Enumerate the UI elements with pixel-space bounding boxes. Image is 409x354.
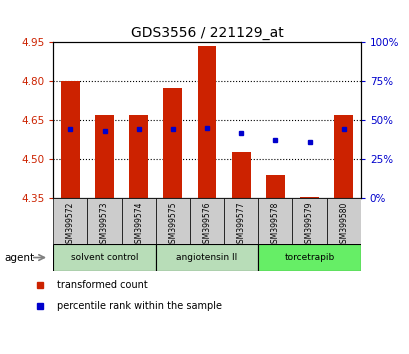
Bar xyxy=(299,197,318,198)
Text: GSM399572: GSM399572 xyxy=(66,202,75,248)
Text: GSM399573: GSM399573 xyxy=(100,202,109,249)
Bar xyxy=(231,152,250,198)
Bar xyxy=(155,244,258,271)
Text: GSM399578: GSM399578 xyxy=(270,202,279,248)
Bar xyxy=(53,198,87,244)
Text: angiotensin II: angiotensin II xyxy=(176,253,237,262)
Bar xyxy=(326,198,360,244)
Text: agent: agent xyxy=(4,252,34,263)
Bar xyxy=(197,46,216,198)
Text: GSM399579: GSM399579 xyxy=(304,202,313,249)
Text: transformed count: transformed count xyxy=(57,280,148,290)
Bar xyxy=(189,198,224,244)
Bar xyxy=(224,198,258,244)
Bar xyxy=(258,244,360,271)
Bar xyxy=(53,244,155,271)
Bar xyxy=(129,115,148,198)
Text: solvent control: solvent control xyxy=(71,253,138,262)
Bar xyxy=(292,198,326,244)
Bar xyxy=(121,198,155,244)
Bar xyxy=(265,175,284,198)
Text: GSM399577: GSM399577 xyxy=(236,202,245,249)
Text: GSM399574: GSM399574 xyxy=(134,202,143,249)
Text: GSM399576: GSM399576 xyxy=(202,202,211,249)
Bar xyxy=(333,115,352,198)
Bar xyxy=(163,88,182,198)
Bar xyxy=(87,198,121,244)
Bar xyxy=(61,81,80,198)
Bar xyxy=(155,198,189,244)
Text: GSM399575: GSM399575 xyxy=(168,202,177,249)
Text: GSM399580: GSM399580 xyxy=(338,202,347,248)
Bar xyxy=(258,198,292,244)
Title: GDS3556 / 221129_at: GDS3556 / 221129_at xyxy=(130,26,283,40)
Bar xyxy=(95,115,114,198)
Text: percentile rank within the sample: percentile rank within the sample xyxy=(57,302,222,312)
Text: torcetrapib: torcetrapib xyxy=(284,253,334,262)
